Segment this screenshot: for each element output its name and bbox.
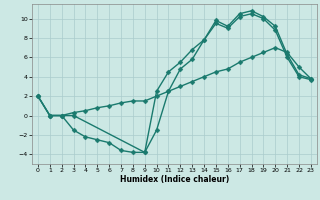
X-axis label: Humidex (Indice chaleur): Humidex (Indice chaleur): [120, 175, 229, 184]
